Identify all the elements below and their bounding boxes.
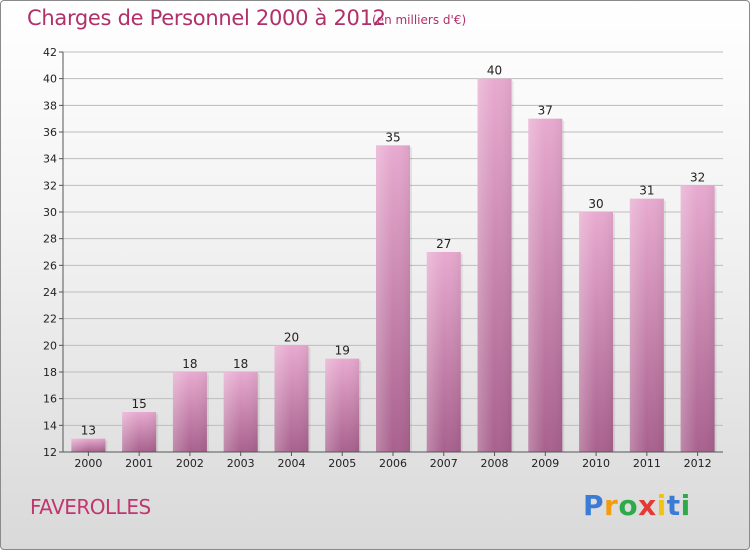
y-tick-label: 42 [43,46,57,59]
x-tick-label: 2004 [277,457,305,470]
x-tick-label: 2010 [582,457,610,470]
logo-letter: r [604,489,619,522]
y-tick-label: 38 [43,99,57,112]
y-tick-label: 40 [43,73,57,86]
y-tick-label: 32 [43,179,57,192]
data-label: 18 [233,357,248,371]
x-tick-label: 2005 [328,457,356,470]
y-tick-label: 22 [43,313,57,326]
x-tick-label: 2007 [430,457,458,470]
data-label: 40 [487,64,502,78]
logo-letter: x [638,489,657,522]
bar-highlight [629,198,664,452]
labels: 12 14 16 18 20 22 24 26 28 30 32 34 36 38 40 42 2000 13 20… [43,46,712,470]
x-tick-label: 2000 [74,457,102,470]
y-tick-label: 24 [43,286,57,299]
data-label: 37 [538,104,553,118]
logo-letter: i [680,489,691,522]
data-label: 35 [385,130,400,144]
y-tick-label: 26 [43,259,57,272]
axes [59,51,723,456]
bar-highlight [376,145,410,453]
bar-highlight [172,372,207,452]
bar-highlight [71,438,106,452]
x-tick-label: 2012 [684,457,712,470]
logo-letter: P [583,489,605,522]
x-tick-label: 2008 [481,457,509,470]
y-tick-label: 12 [43,446,57,459]
logo-letter: o [618,489,639,522]
unit-note: (en milliers d'€) [372,13,467,27]
y-tick-label: 34 [43,153,57,166]
x-tick-label: 2011 [633,457,661,470]
bar-highlight [528,118,563,453]
y-tick-label: 20 [43,339,57,352]
bar-highlight [579,212,614,452]
logo-letter: i [656,489,667,522]
x-tick-label: 2001 [125,457,153,470]
data-label: 30 [588,197,603,211]
bar-highlight [680,185,715,453]
logo-letter: t [666,489,681,522]
bar-highlight [122,412,157,452]
y-tick-label: 36 [43,126,57,139]
data-label: 20 [284,330,299,344]
x-tick-label: 2002 [176,457,204,470]
data-label: 32 [690,170,705,184]
y-tick-label: 30 [43,206,57,219]
chart-title: Charges de Personnel 2000 à 2012 [27,6,386,30]
bar-highlight [223,372,258,452]
data-label: 13 [81,424,96,438]
bar-highlight [325,358,360,452]
data-label: 27 [436,237,451,251]
y-tick-label: 16 [43,393,57,406]
x-tick-label: 2003 [227,457,255,470]
data-label: 15 [132,397,147,411]
x-tick-label: 2006 [379,457,407,470]
bars [71,78,717,453]
proxiti-logo: Proxiti [583,489,691,522]
bar-highlight [426,252,461,452]
data-label: 18 [182,357,197,371]
commune-name: FAVEROLLES [30,495,151,519]
data-label: 31 [639,184,654,198]
bar-highlight [274,345,309,452]
y-tick-label: 14 [43,419,57,432]
x-tick-label: 2009 [531,457,559,470]
y-tick-label: 18 [43,366,57,379]
y-tick-label: 28 [43,233,57,246]
data-label: 19 [335,344,350,358]
bar-highlight [477,78,512,453]
